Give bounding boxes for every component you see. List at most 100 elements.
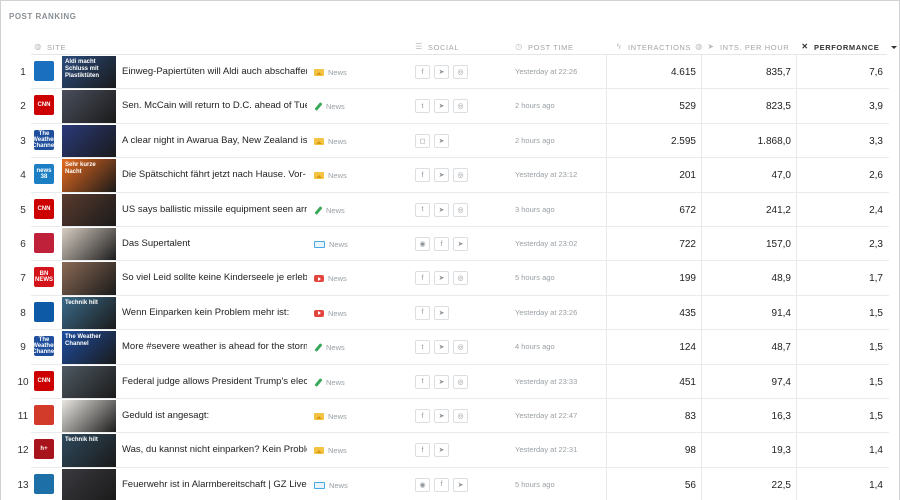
interactions-value: 124 <box>679 342 696 354</box>
post-title[interactable]: Die Spätschicht fährt jetzt nach Hause. … <box>122 169 306 181</box>
rss-icon[interactable]: ◉ <box>415 477 430 492</box>
column-header-post-time[interactable]: ◷ POST TIME <box>515 42 574 52</box>
table-row[interactable]: 2 CNN Sen. McCain will return to D.C. ahea… <box>1 89 899 124</box>
share-icon[interactable]: ➤ <box>434 133 449 148</box>
twitter-icon[interactable]: t <box>415 374 430 389</box>
link-icon[interactable]: ◎ <box>453 340 468 355</box>
table-row[interactable]: 5 CNN US says ballistic missile equipment … <box>1 193 899 227</box>
twitter-icon[interactable]: t <box>415 202 430 217</box>
column-header-social[interactable]: ☰ SOCIAL <box>415 42 460 52</box>
site-logo-cnn[interactable]: CNN <box>34 198 54 219</box>
share-icon[interactable]: ➤ <box>434 168 449 183</box>
share-icon[interactable]: ➤ <box>434 409 449 423</box>
facebook-icon[interactable]: f <box>415 168 430 183</box>
table-row[interactable]: 13 Feuerwehr ist in Alarmbereitschaft | G… <box>1 468 899 500</box>
post-thumbnail[interactable]: Technik hilt <box>62 434 116 468</box>
share-icon[interactable]: ➤ <box>434 443 449 458</box>
post-title[interactable]: Geduld ist angesagt: <box>122 410 210 421</box>
column-header-interactions[interactable]: ϟ INTERACTIONS ◍ <box>616 42 703 52</box>
share-icon[interactable]: ➤ <box>434 202 449 217</box>
site-logo-other[interactable] <box>34 405 54 425</box>
post-title[interactable]: A clear night in Awarua Bay, New Zealand… <box>122 134 307 146</box>
table-row[interactable]: 6 Das Supertalent News ◉ f ➤ Yesterday at 23:0… <box>1 227 899 262</box>
column-header-performance[interactable]: ✕ PERFORMANCE <box>801 40 898 54</box>
facebook-icon[interactable]: f <box>415 305 430 320</box>
link-icon[interactable]: ◎ <box>453 168 468 183</box>
link-icon[interactable]: ◎ <box>453 202 468 217</box>
site-logo-bildnews[interactable]: BN NEWS <box>34 267 54 288</box>
post-thumbnail[interactable] <box>62 400 116 433</box>
post-thumbnail[interactable] <box>62 365 116 399</box>
post-thumbnail[interactable] <box>62 90 116 124</box>
twitter-icon[interactable]: t <box>415 99 430 114</box>
rss-icon[interactable]: ◉ <box>415 237 430 251</box>
link-icon[interactable]: ◎ <box>453 65 468 79</box>
site-logo-weather[interactable]: The Weather Channel <box>34 129 54 150</box>
post-title[interactable]: Sen. McCain will return to D.C. ahead of… <box>122 100 307 112</box>
table-row[interactable]: 11 Geduld ist angesagt: News f ➤ ◎ Yesterday a… <box>1 399 899 434</box>
post-title[interactable]: Feuerwehr ist in Alarmbereitschaft | GZ … <box>122 478 307 490</box>
site-logo-gz[interactable] <box>34 473 54 494</box>
link-icon[interactable]: ◎ <box>453 409 468 423</box>
ints-per-hour-value: 48,9 <box>771 273 791 285</box>
table-row[interactable]: 4 news 38 Sehr kurze Nacht Die Spätschicht … <box>1 158 899 193</box>
post-title[interactable]: Wenn Einparken kein Problem mehr ist: <box>122 306 290 318</box>
facebook-icon[interactable]: f <box>434 477 449 492</box>
table-row[interactable]: 7 BN NEWS So viel Leid sollte keine Kinder… <box>1 261 899 296</box>
post-thumbnail[interactable] <box>62 124 116 158</box>
post-thumbnail[interactable]: The Weather Channel <box>62 331 116 365</box>
row-divider <box>31 88 889 90</box>
share-icon[interactable]: ➤ <box>434 271 449 286</box>
share-icon[interactable]: ➤ <box>434 99 449 114</box>
share-icon[interactable]: ➤ <box>453 237 468 251</box>
site-logo-weather[interactable]: The Weather Channel <box>34 336 54 357</box>
column-divider <box>701 55 702 500</box>
post-title[interactable]: Was, du kannst nicht einparken? Kein Pro… <box>122 444 307 456</box>
site-logo-supertalent[interactable] <box>34 233 54 253</box>
site-logo-cnn[interactable]: CNN <box>34 370 54 391</box>
post-title[interactable]: So viel Leid sollte keine Kinderseele je… <box>122 272 307 284</box>
site-logo-hplus[interactable]: h+ <box>34 439 54 460</box>
thumbnail-caption: Aldi macht Schluss mit Plastiktüten <box>65 59 100 79</box>
facebook-icon[interactable]: f <box>415 409 430 423</box>
post-thumbnail[interactable]: Technik hilt <box>62 296 116 330</box>
link-icon[interactable]: ◎ <box>453 271 468 286</box>
facebook-icon[interactable]: f <box>415 65 430 79</box>
post-title[interactable]: Einweg-Papiertüten will Aldi auch abscha… <box>122 66 307 77</box>
post-title[interactable]: More #severe weather is ahead for the st… <box>122 341 307 353</box>
facebook-icon[interactable]: f <box>415 271 430 286</box>
table-row[interactable]: 8 Technik hilt Wenn Einparken kein Problem… <box>1 296 899 331</box>
instagram-icon[interactable]: ◻ <box>415 133 430 148</box>
post-title[interactable]: US says ballistic missile equipment seen… <box>122 203 307 215</box>
share-icon[interactable]: ➤ <box>434 305 449 320</box>
post-thumbnail[interactable] <box>62 468 116 500</box>
table-row[interactable]: 12 h+ Technik hilt Was, du kannst nicht ein… <box>1 433 899 468</box>
share-icon[interactable]: ➤ <box>453 477 468 492</box>
post-thumbnail[interactable]: Aldi macht Schluss mit Plastiktüten <box>62 56 116 89</box>
site-logo-cnn[interactable]: CNN <box>34 95 54 116</box>
facebook-icon[interactable]: f <box>415 443 430 458</box>
link-icon[interactable]: ◎ <box>453 99 468 114</box>
site-logo-news38[interactable]: news 38 <box>34 164 54 185</box>
table-row[interactable]: 10 CNN Federal judge allows President Trum… <box>1 365 899 399</box>
share-icon[interactable]: ➤ <box>434 340 449 355</box>
post-thumbnail[interactable] <box>62 262 116 296</box>
post-thumbnail[interactable]: Sehr kurze Nacht <box>62 159 116 193</box>
table-row[interactable]: 3 The Weather Channel A clear night in Awa… <box>1 124 899 159</box>
post-thumbnail[interactable] <box>62 228 116 261</box>
column-header-ints-per-hour[interactable]: ➤ INTS. PER HOUR <box>707 42 790 52</box>
column-header-site[interactable]: ◍ SITE <box>34 42 67 52</box>
share-icon[interactable]: ➤ <box>434 374 449 389</box>
site-logo-autobild[interactable] <box>34 301 54 322</box>
table-row[interactable]: 1 Aldi macht Schluss mit Plastiktüten Einw… <box>1 55 899 90</box>
twitter-icon[interactable]: t <box>415 340 430 355</box>
table-row[interactable]: 9 The Weather Channel The Weather Channel M… <box>1 330 899 365</box>
post-title[interactable]: Das Supertalent <box>122 238 191 249</box>
post-type: News <box>314 274 347 283</box>
post-title[interactable]: Federal judge allows President Trump's e… <box>122 375 307 387</box>
site-logo-tagesschau[interactable] <box>34 61 54 81</box>
post-thumbnail[interactable] <box>62 193 116 227</box>
link-icon[interactable]: ◎ <box>453 374 468 389</box>
share-icon[interactable]: ➤ <box>434 65 449 79</box>
facebook-icon[interactable]: f <box>434 237 449 251</box>
